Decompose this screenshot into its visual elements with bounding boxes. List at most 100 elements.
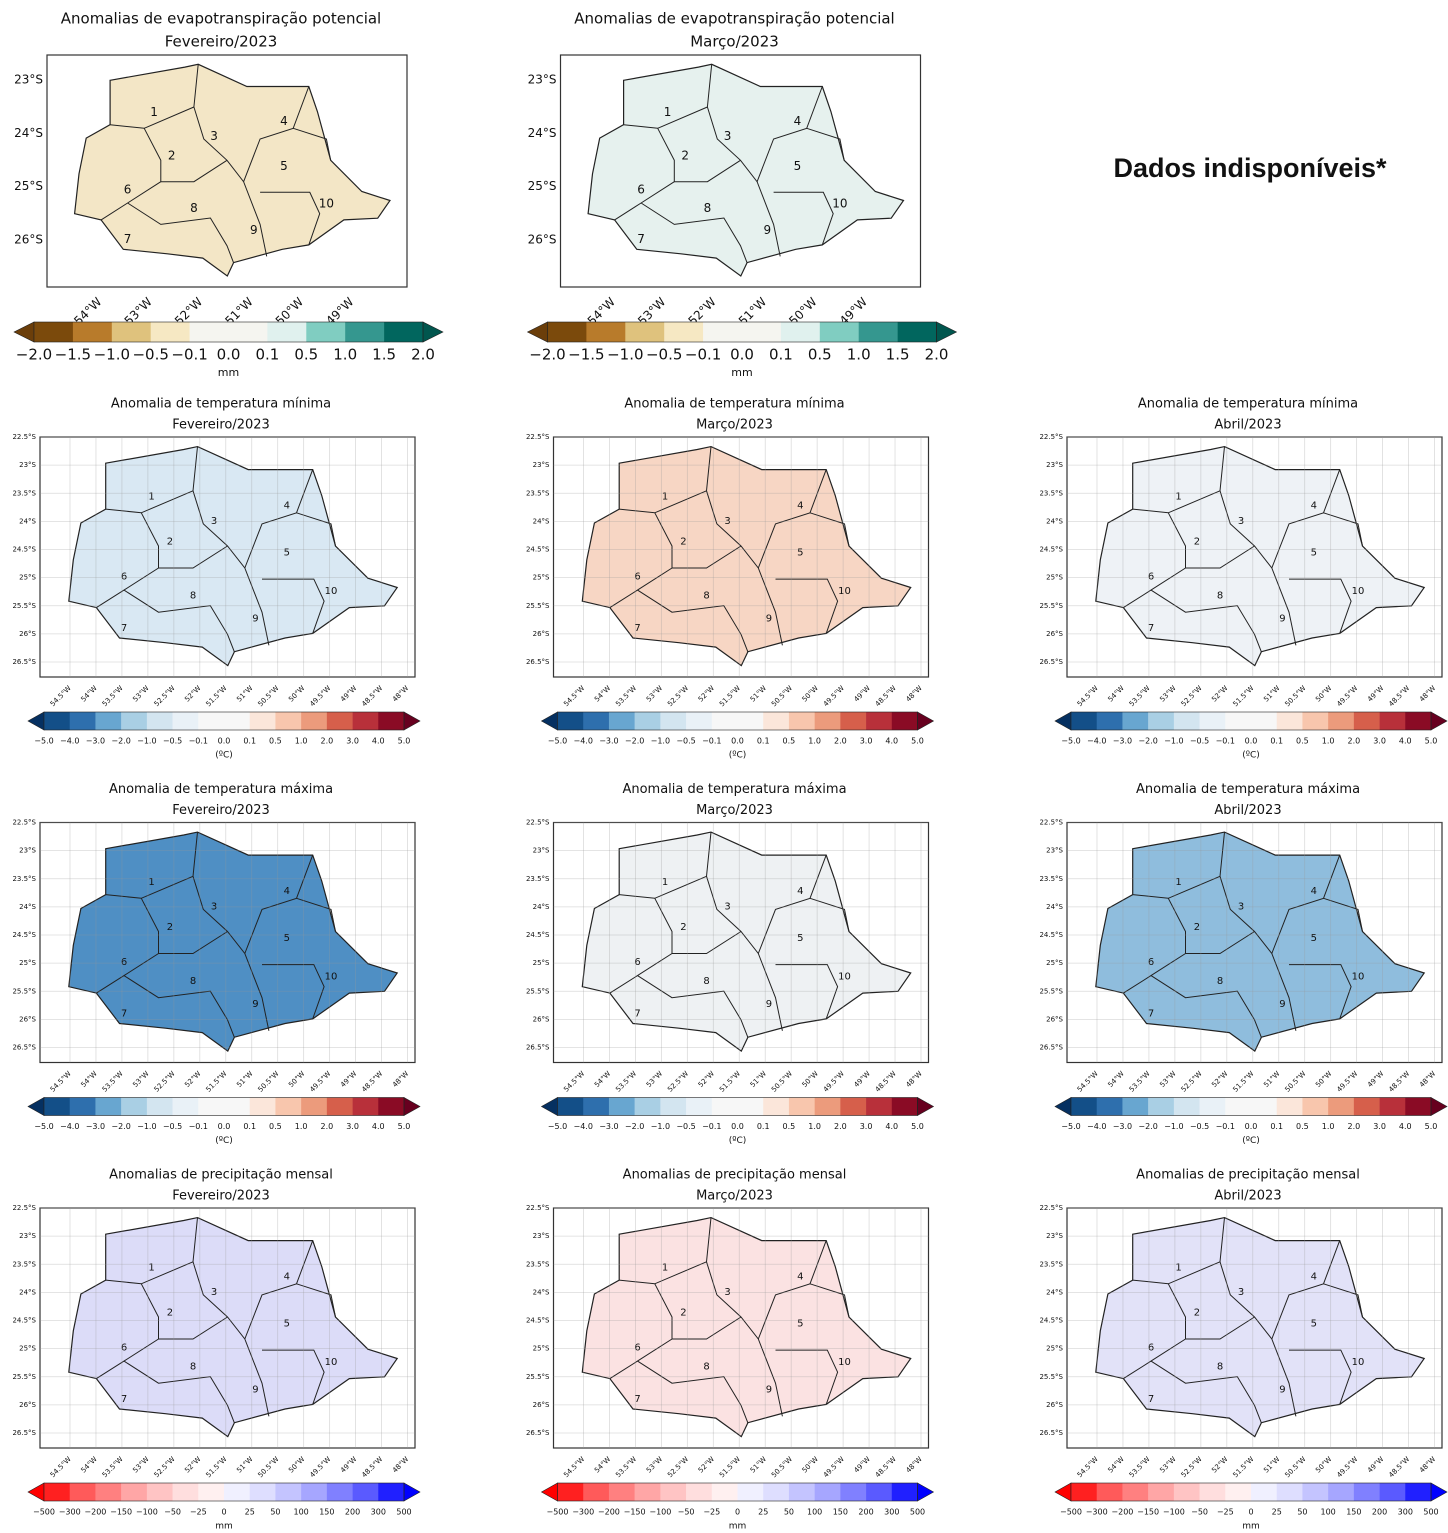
colorbar-segment xyxy=(267,322,306,342)
lon-label: 48.5°W xyxy=(1387,684,1411,708)
colorbar-label: 4.0 xyxy=(1399,737,1412,746)
panel-subtitle: Março/2023 xyxy=(696,1189,773,1204)
lat-label: 23°S xyxy=(19,461,36,469)
colorbar-label: 1.0 xyxy=(295,1122,308,1131)
region-label: 2 xyxy=(1194,537,1200,548)
map-panel: Anomalia de temperatura máximaAbril/2023… xyxy=(1039,782,1447,1146)
colorbar-extend xyxy=(918,712,934,730)
colorbar-segment xyxy=(558,1483,584,1501)
map-panel: Anomalia de temperatura mínimaMarço/2023… xyxy=(526,397,934,761)
lat-label: 25°S xyxy=(19,574,36,582)
colorbar-label: −0.5 xyxy=(646,346,682,364)
colorbar-segment xyxy=(815,712,841,730)
colorbar-label: −3.0 xyxy=(1113,1122,1132,1131)
region-label: 10 xyxy=(325,972,338,983)
colorbar-segment xyxy=(1225,1098,1251,1116)
lat-label: 26.5°S xyxy=(526,1429,550,1437)
lat-label: 24.5°S xyxy=(1039,1317,1063,1325)
colorbar-segment xyxy=(275,712,301,730)
lon-label: 54.5°W xyxy=(562,1455,586,1479)
map-panel: Anomalia de temperatura mínimaAbril/2023… xyxy=(1039,397,1447,761)
colorbar-label: −0.1 xyxy=(702,1122,721,1131)
region-label: 2 xyxy=(167,1308,173,1319)
colorbar-label: −50 xyxy=(1191,1508,1208,1517)
lon-label: 48.5°W xyxy=(360,1455,384,1479)
region-label: 10 xyxy=(838,972,851,983)
colorbar-label: 2.0 xyxy=(834,737,847,746)
lon-label: 52°W xyxy=(697,1070,716,1089)
colorbar-segment xyxy=(353,712,379,730)
colorbar-segment xyxy=(583,712,609,730)
lon-label: 54°W xyxy=(593,1070,612,1089)
panel-subtitle: Março/2023 xyxy=(696,803,773,818)
colorbar-label: 0.5 xyxy=(1296,1122,1309,1131)
region-label: 10 xyxy=(1352,586,1365,597)
colorbar-label: −1.0 xyxy=(651,737,670,746)
panel-subtitle: Fevereiro/2023 xyxy=(165,33,278,51)
region-label: 4 xyxy=(280,114,288,128)
colorbar-segment xyxy=(1225,712,1251,730)
colorbar-segment xyxy=(763,1098,789,1116)
colorbar-label: −25 xyxy=(190,1508,207,1517)
colorbar-label: −2.0 xyxy=(16,346,52,364)
colorbar-segment xyxy=(1302,1098,1328,1116)
colorbar-segment xyxy=(1174,1483,1200,1501)
colorbar-label: −5.0 xyxy=(1061,1122,1080,1131)
lat-label: 25°S xyxy=(533,959,550,967)
lon-label: 52°W xyxy=(697,684,716,703)
lat-label: 25°S xyxy=(19,959,36,967)
lon-label: 54°W xyxy=(79,1070,98,1089)
colorbar-segment xyxy=(686,712,712,730)
map-panel: Anomalias de precipitação mensalMarço/20… xyxy=(526,1168,934,1530)
lon-label: 54°W xyxy=(1106,1070,1125,1089)
colorbar-segment xyxy=(1277,1098,1303,1116)
lat-label: 26.5°S xyxy=(12,1429,36,1437)
lon-label: 49°W xyxy=(339,1070,358,1089)
lon-label: 52.5°W xyxy=(153,1070,177,1094)
colorbar-label: −2.0 xyxy=(111,737,130,746)
colorbar-extend xyxy=(1431,1098,1447,1116)
colorbar-segment xyxy=(44,1483,70,1501)
colorbar-segment xyxy=(44,712,70,730)
colorbar-segment xyxy=(147,1098,173,1116)
lat-label: 24.5°S xyxy=(526,931,550,939)
colorbar-label: 150 xyxy=(833,1508,848,1517)
colorbar-label: 2.0 xyxy=(834,1122,847,1131)
region-label: 3 xyxy=(724,129,732,143)
colorbar-label: −5.0 xyxy=(34,737,53,746)
lat-label: 23.5°S xyxy=(526,1260,550,1268)
lat-label: 26.5°S xyxy=(1039,658,1063,666)
colorbar-unit: (ºC) xyxy=(1242,751,1260,761)
lon-label: 48.5°W xyxy=(1387,1455,1411,1479)
lat-label: 23°S xyxy=(533,1232,550,1240)
lat-label: 23.5°S xyxy=(1039,875,1063,883)
colorbar-label: −4.0 xyxy=(1087,1122,1106,1131)
colorbar-segment xyxy=(1097,1098,1123,1116)
colorbar-segment xyxy=(121,712,147,730)
colorbar-label: 100 xyxy=(1321,1508,1336,1517)
lon-label: 52°W xyxy=(183,684,202,703)
region-label: 10 xyxy=(838,586,851,597)
colorbar-segment xyxy=(1405,1483,1431,1501)
lat-label: 25.5°S xyxy=(1039,987,1063,995)
region-label: 5 xyxy=(797,547,803,558)
lon-label: 48.5°W xyxy=(1387,1070,1411,1094)
colorbar-label: −3.0 xyxy=(86,1122,105,1131)
colorbar-label: 5.0 xyxy=(1425,737,1438,746)
colorbar-label: −1.0 xyxy=(94,346,130,364)
colorbar-segment xyxy=(44,1098,70,1116)
colorbar-segment xyxy=(1148,1098,1174,1116)
colorbar-label: 0.5 xyxy=(294,346,318,364)
colorbar-label: 0.1 xyxy=(769,346,793,364)
colorbar-label: 200 xyxy=(858,1508,873,1517)
colorbar-segment xyxy=(1354,1483,1380,1501)
region-label: 9 xyxy=(252,1385,258,1396)
lon-label: 48°W xyxy=(904,684,923,703)
lon-label: 49.5°W xyxy=(1335,684,1359,708)
lat-label: 26.5°S xyxy=(1039,1429,1063,1437)
colorbar-label: −1.0 xyxy=(607,346,643,364)
colorbar-label: 5.0 xyxy=(911,737,924,746)
colorbar-label: −4.0 xyxy=(573,1122,592,1131)
region-label: 10 xyxy=(1352,972,1365,983)
colorbar-extend xyxy=(918,1098,934,1116)
